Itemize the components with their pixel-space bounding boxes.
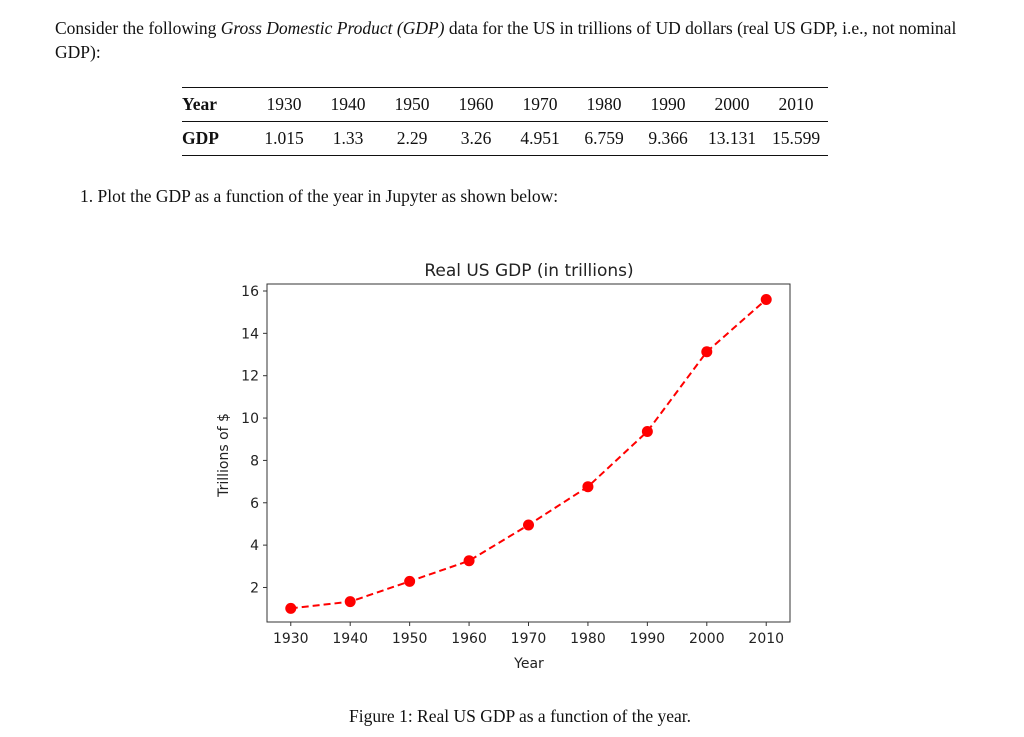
y-tick-label: 4: [250, 538, 259, 554]
year-cell: 1970: [508, 87, 572, 122]
year-cell: 1940: [316, 87, 380, 122]
gdp-cell: 6.759: [584, 128, 624, 148]
gdp-series-line: [290, 298, 767, 610]
year-cell: 1990: [636, 87, 700, 122]
x-tick-label: 1990: [630, 631, 666, 647]
x-tick-label: 1940: [332, 631, 368, 647]
y-tick-label: 14: [241, 326, 259, 342]
x-tick-label: 1930: [273, 631, 309, 647]
data-point: [463, 555, 475, 567]
chart-title: Real US GDP (in trillions): [424, 261, 633, 281]
x-tick-label: 1970: [511, 631, 547, 647]
x-tick-label: 1950: [392, 631, 428, 647]
intro-text-end: data for the US in trillions of UD dolla…: [55, 18, 957, 62]
gdp-cell: 2.29: [396, 128, 428, 148]
intro-text: Consider the following: [55, 18, 221, 38]
data-point: [285, 602, 297, 614]
data-point: [760, 293, 772, 305]
gdp-cell: 1.33: [332, 128, 364, 148]
data-point: [404, 575, 416, 587]
plot-frame: [266, 283, 791, 623]
x-tick-label: 1980: [570, 631, 606, 647]
intro-paragraph: Consider the following Gross Domestic Pr…: [55, 16, 1000, 64]
year-cell: 1980: [572, 87, 636, 122]
gdp-cell: 9.366: [648, 128, 688, 148]
gdp-cell: 4.951: [520, 128, 560, 148]
data-point: [701, 346, 713, 358]
data-point: [344, 596, 356, 608]
gdp-cell: 15.599: [771, 128, 821, 148]
year-cell: 1950: [380, 87, 444, 122]
year-cell: 1930: [252, 87, 316, 122]
row-header: GDP: [182, 128, 219, 148]
gdp-cell: 1.015: [264, 128, 304, 148]
table-row-year: Year 1930 1940 1950 1960 1970 1980 1990 2000 201…: [182, 87, 828, 122]
x-axis-label: Year: [513, 656, 544, 672]
y-tick-label: 8: [250, 453, 259, 469]
data-point: [582, 481, 594, 493]
data-point: [641, 425, 653, 437]
y-tick-label: 16: [241, 284, 259, 300]
task-item: 1. Plot the GDP as a function of the yea…: [80, 186, 559, 206]
table-row-gdp: GDP 1.015 1.33 2.29 3.26 4.951 6.759 9.366 13.1…: [182, 122, 828, 156]
y-tick-label: 12: [241, 369, 259, 385]
y-axis-label: Trillions of $: [216, 413, 232, 498]
x-tick-label: 2000: [689, 631, 725, 647]
figure-caption: Figure 1: Real US GDP as a function of t…: [349, 706, 691, 726]
y-tick-label: 6: [250, 496, 259, 512]
gdp-table: Year 1930 1940 1950 1960 1970 1980 1990 2000 201…: [182, 87, 828, 156]
x-tick-label: 2010: [748, 631, 784, 647]
intro-emphasis: Gross Domestic Product (GDP): [220, 18, 445, 38]
gdp-cell: 3.26: [460, 128, 492, 148]
y-tick-label: 10: [241, 411, 259, 427]
gdp-cell: 13.131: [707, 128, 757, 148]
data-point: [523, 519, 534, 531]
year-cell: 1960: [444, 87, 508, 122]
row-header: Year: [182, 87, 252, 122]
year-cell: 2010: [764, 87, 828, 122]
year-cell: 2000: [700, 87, 764, 122]
y-tick-label: 2: [250, 580, 259, 596]
x-tick-label: 1960: [451, 631, 487, 647]
